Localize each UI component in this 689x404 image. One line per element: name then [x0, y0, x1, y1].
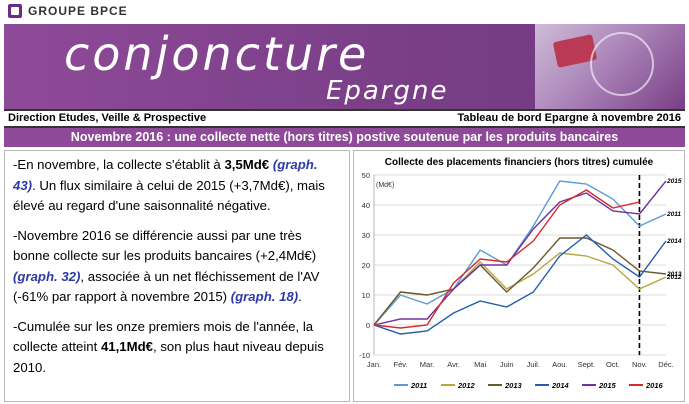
series-line-2011: [373, 180, 667, 326]
legend-label: 2011: [410, 381, 427, 390]
series-end-label: 2014: [666, 238, 682, 245]
legend-label: 2014: [551, 381, 570, 390]
legend-label: 2016: [645, 381, 664, 390]
series-line-2012: [373, 252, 667, 326]
y-tick-label: 40: [362, 201, 370, 210]
coin-icon: [590, 32, 654, 96]
series-end-label: 2015: [666, 178, 682, 185]
headline: Novembre 2016 : une collecte nette (hors…: [4, 128, 685, 147]
banner-subtitle: Epargne: [326, 76, 449, 106]
p1-text-b: . Un flux similaire à celui de 2015 (+3,…: [13, 177, 325, 214]
series-line-2016: [373, 189, 640, 329]
series-line-2015: [373, 180, 667, 326]
y-tick-label: 10: [362, 291, 370, 300]
y-tick-label: 0: [366, 321, 370, 330]
x-tick-label: Mai: [474, 360, 486, 369]
p1-text-a: -En novembre, la collecte s'établit à: [13, 157, 225, 172]
bpce-logo-icon: [8, 4, 22, 18]
info-bar: Direction Etudes, Veille & Prospective T…: [4, 109, 685, 128]
y-tick-label: 20: [362, 261, 370, 270]
banner-title: conjoncture: [64, 27, 370, 81]
series-end-label: 2013: [666, 271, 682, 278]
top-bar: GROUPE BPCE: [0, 0, 689, 22]
y-tick-label: 50: [362, 171, 370, 180]
paragraph-1: -En novembre, la collecte s'établit à 3,…: [13, 155, 341, 217]
x-tick-label: Avr.: [447, 360, 460, 369]
legend-label: 2015: [598, 381, 617, 390]
x-tick-label: Oct.: [606, 360, 620, 369]
x-tick-label: Sept.: [578, 360, 596, 369]
text-column: -En novembre, la collecte s'établit à 3,…: [4, 150, 350, 402]
chart-title: Collecte des placements financiers (hors…: [385, 157, 654, 168]
x-tick-label: Nov.: [632, 360, 647, 369]
p1-graph-ref[interactable]: (graph. 43): [13, 157, 318, 193]
series-line-2014: [373, 234, 667, 335]
p2-text-a: -Novembre 2016 se différencie aussi par …: [13, 227, 317, 264]
paragraph-2: -Novembre 2016 se différencie aussi par …: [13, 226, 341, 308]
series-end-label: 2011: [666, 211, 681, 218]
x-tick-label: Jan.: [367, 360, 381, 369]
chart-unit: (Md€): [376, 182, 394, 189]
y-tick-label: -10: [359, 351, 370, 360]
x-tick-label: Fév.: [394, 360, 408, 369]
x-tick-label: Mar.: [420, 360, 435, 369]
group-label: GROUPE BPCE: [28, 4, 128, 18]
department-label: Direction Etudes, Veille & Prospective: [8, 112, 207, 124]
p2-text-b: , associée à un net fléchissement de l'A…: [13, 268, 320, 305]
banner-image: [535, 24, 685, 109]
x-tick-label: Juin: [500, 360, 514, 369]
bpce-logo: GROUPE BPCE: [8, 4, 128, 18]
x-tick-label: Déc.: [658, 360, 673, 369]
banner: conjoncture Epargne: [4, 24, 685, 109]
chart-box: Collecte des placements financiers (hors…: [353, 150, 685, 402]
p1-amount: 3,5Md€: [224, 157, 270, 172]
series-end-label: 2012: [666, 274, 682, 281]
p2-graph-ref-32[interactable]: (graph. 32): [13, 268, 81, 284]
series-line-2013: [373, 237, 667, 326]
y-tick-label: 30: [362, 231, 370, 240]
p3-amount: 41,1Md€: [100, 339, 154, 354]
x-tick-label: Aou.: [552, 360, 567, 369]
paragraph-3: -Cumulée sur les onze premiers mois de l…: [13, 317, 341, 379]
p2-text-c: .: [298, 289, 302, 304]
p3-text-b: , son plus haut niveau depuis 2010.: [13, 339, 324, 375]
collecte-chart: Collecte des placements financiers (hors…: [359, 157, 682, 390]
p3-text-a: -Cumulée sur les onze premiers mois de l…: [13, 318, 314, 355]
legend-label: 2012: [457, 381, 476, 390]
p2-graph-ref-18[interactable]: (graph. 18): [230, 289, 299, 304]
x-tick-label: Juil.: [527, 360, 540, 369]
legend-label: 2013: [504, 381, 523, 390]
report-label: Tableau de bord Epargne à novembre 2016: [457, 112, 681, 124]
